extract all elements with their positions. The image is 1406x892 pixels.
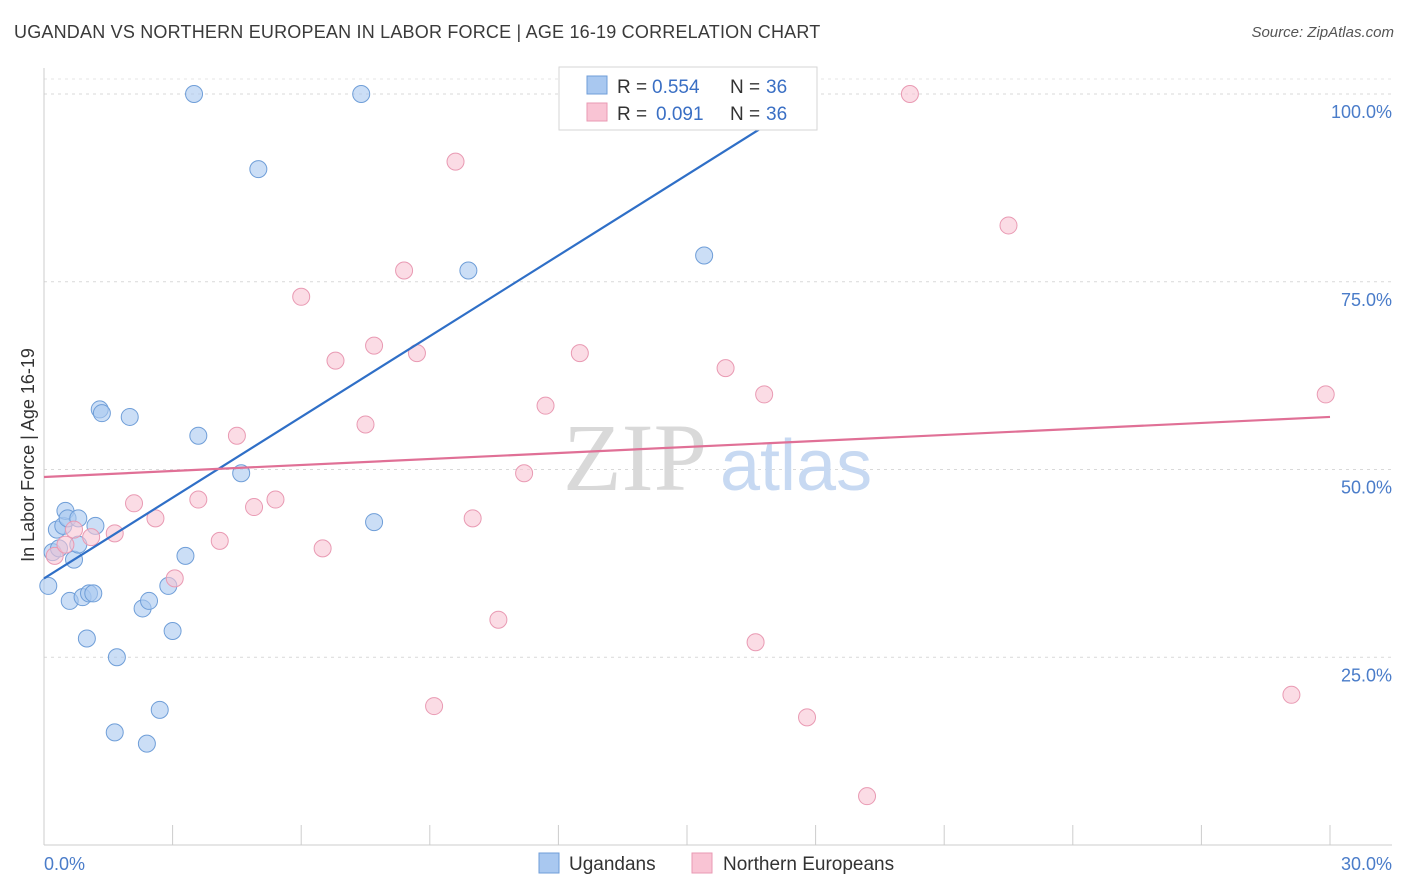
legend-swatch-northern-europeans xyxy=(586,102,608,122)
bottom-legend: Ugandans Northern Europeans xyxy=(538,852,894,875)
x-tick-label-end: 30.0% xyxy=(1341,854,1392,874)
point-northern-europeans-32 xyxy=(858,787,877,806)
watermark: ZIP atlas xyxy=(563,404,872,511)
point-northern-europeans-2 xyxy=(65,520,84,539)
point-ugandans-23 xyxy=(140,591,159,610)
point-northern-europeans-17 xyxy=(365,336,384,355)
point-northern-europeans-30 xyxy=(755,385,774,404)
point-northern-europeans-13 xyxy=(292,287,311,306)
chart-source: Source: ZipAtlas.com xyxy=(1251,24,1394,41)
legend-n-label-2: N = xyxy=(730,104,760,125)
bottom-legend-swatch-northern-europeans xyxy=(691,852,713,874)
point-ugandans-14 xyxy=(84,584,103,603)
legend-swatch-ugandans xyxy=(586,75,608,95)
point-northern-europeans-35 xyxy=(1282,685,1301,704)
point-ugandans-0 xyxy=(39,576,58,595)
point-ugandans-17 xyxy=(92,404,111,423)
point-northern-europeans-10 xyxy=(227,426,246,445)
point-northern-europeans-1 xyxy=(56,535,75,554)
point-ugandans-32 xyxy=(365,513,384,532)
point-northern-europeans-31 xyxy=(798,708,817,727)
bottom-legend-label-northern-europeans: Northern Europeans xyxy=(723,854,894,875)
point-northern-europeans-25 xyxy=(536,396,555,415)
chart-title: UGANDAN VS NORTHERN EUROPEAN IN LABOR FO… xyxy=(14,22,821,42)
y-axis-label: In Labor Force | Age 16-19 xyxy=(18,348,38,562)
point-northern-europeans-14 xyxy=(313,539,332,558)
point-northern-europeans-26 xyxy=(570,344,589,363)
x-tick-label-start: 0.0% xyxy=(44,854,85,874)
point-northern-europeans-36 xyxy=(1316,385,1335,404)
point-northern-europeans-18 xyxy=(395,261,414,280)
point-northern-europeans-15 xyxy=(326,351,345,370)
bottom-legend-swatch-ugandans xyxy=(538,852,560,874)
point-northern-europeans-29 xyxy=(746,633,765,652)
point-northern-europeans-20 xyxy=(425,697,444,716)
stats-legend: R = 0.554 N = 36 R = 0.091 N = 36 xyxy=(558,66,818,131)
point-northern-europeans-34 xyxy=(999,216,1018,235)
watermark-atlas: atlas xyxy=(720,426,872,506)
x-tick-labels: 0.0% 30.0% xyxy=(44,854,1392,874)
point-ugandans-20 xyxy=(120,407,139,426)
point-ugandans-31 xyxy=(249,160,268,179)
trend-lines xyxy=(43,93,1331,580)
point-northern-europeans-28 xyxy=(716,359,735,378)
point-northern-europeans-23 xyxy=(489,610,508,629)
point-ugandans-29 xyxy=(189,426,208,445)
point-northern-europeans-21 xyxy=(446,152,465,171)
y-tick-label-25: 25.0% xyxy=(1341,665,1392,685)
point-northern-europeans-11 xyxy=(245,498,264,517)
point-northern-europeans-33 xyxy=(900,85,919,104)
point-northern-europeans-8 xyxy=(189,490,208,509)
legend-n-label-1: N = xyxy=(730,77,760,98)
point-ugandans-35 xyxy=(695,246,714,265)
point-ugandans-22 xyxy=(137,734,156,753)
point-northern-europeans-5 xyxy=(125,494,144,513)
legend-r-label-2: R = xyxy=(617,104,647,125)
legend-r-label-1: R = xyxy=(617,77,647,98)
trend-line-northern-europeans xyxy=(43,415,1331,479)
point-northern-europeans-6 xyxy=(146,509,165,528)
point-northern-europeans-9 xyxy=(210,531,229,550)
point-ugandans-27 xyxy=(176,546,195,565)
legend-r-value-1: 0.554 xyxy=(652,77,700,98)
y-tick-label-50: 50.0% xyxy=(1341,478,1392,498)
point-ugandans-12 xyxy=(77,629,96,648)
point-ugandans-18 xyxy=(107,648,126,667)
y-tick-label-75: 75.0% xyxy=(1341,290,1392,310)
point-ugandans-24 xyxy=(150,700,169,719)
axes xyxy=(43,68,1392,846)
point-northern-europeans-16 xyxy=(356,415,375,434)
legend-n-value-2: 36 xyxy=(766,104,787,125)
point-northern-europeans-3 xyxy=(82,528,101,547)
point-ugandans-34 xyxy=(459,261,478,280)
point-northern-europeans-7 xyxy=(165,569,184,588)
watermark-zip: ZIP xyxy=(563,404,707,511)
point-ugandans-28 xyxy=(185,85,204,104)
point-ugandans-19 xyxy=(105,723,124,742)
y-tick-label-100: 100.0% xyxy=(1331,102,1392,122)
point-northern-europeans-22 xyxy=(463,509,482,528)
point-northern-europeans-12 xyxy=(266,490,285,509)
bottom-legend-label-ugandans: Ugandans xyxy=(569,854,656,875)
legend-n-value-1: 36 xyxy=(766,77,787,98)
legend-r-value-2: 0.091 xyxy=(656,104,704,125)
y-tick-labels: 25.0% 50.0% 75.0% 100.0% xyxy=(1331,102,1392,685)
data-points xyxy=(39,85,1335,806)
point-northern-europeans-24 xyxy=(515,464,534,483)
trend-line-ugandans xyxy=(43,93,817,580)
point-ugandans-26 xyxy=(163,621,182,640)
point-northern-europeans-0 xyxy=(45,546,64,565)
point-ugandans-33 xyxy=(352,85,371,104)
